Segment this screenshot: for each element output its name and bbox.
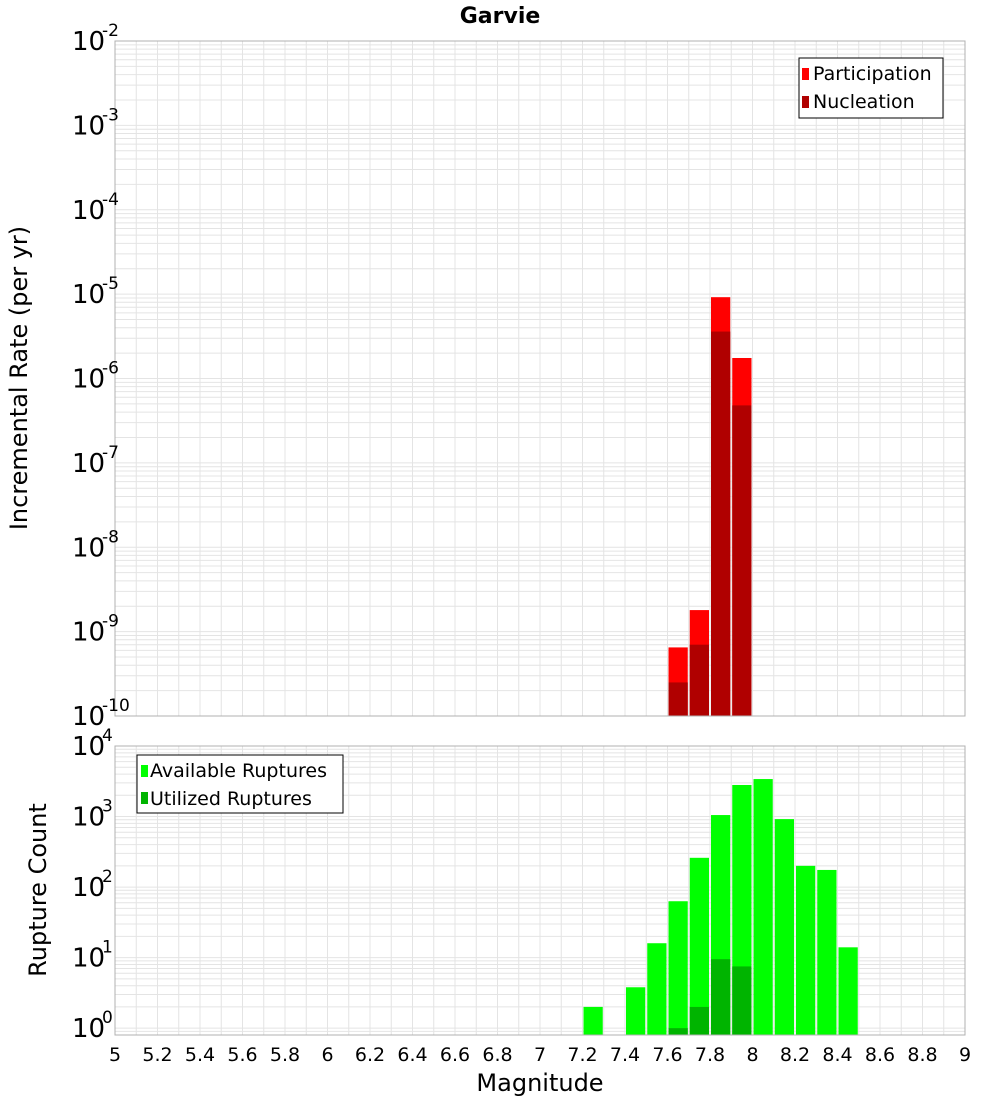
y-tick-base: 10 [72,732,105,762]
x-tick-label: 8.4 [822,1044,852,1066]
nucleation-legend-swatch [802,96,809,108]
x-tick-label: 6.6 [440,1044,470,1066]
rate-grid [114,41,966,717]
y-tick-base: 10 [72,449,105,479]
y-tick-exponent: -8 [102,527,119,547]
bar-available-ruptures [817,869,837,1035]
count-y-axis-label: Rupture Count [24,803,52,977]
y-tick-exponent: 0 [102,1008,113,1028]
y-tick-exponent: -5 [102,274,119,294]
x-tick-label: 6.8 [482,1044,512,1066]
y-tick-base: 10 [72,533,105,563]
y-tick-exponent: -10 [102,696,130,716]
bar-nucleation [668,682,688,716]
bar-available-ruptures [753,779,773,1035]
x-tick-label: 8.2 [780,1044,810,1066]
rate-bars [668,297,752,716]
count-legend: Available Ruptures Utilized Ruptures [136,754,344,814]
count-legend-box [136,754,344,814]
x-tick-label: 5.8 [270,1044,300,1066]
y-tick-exponent: -9 [102,612,119,632]
chart-title: Garvie [460,4,541,29]
x-tick-label: 7.8 [695,1044,725,1066]
y-tick-exponent: -6 [102,359,119,379]
count-bars [583,779,858,1035]
available-legend-swatch [141,765,148,777]
count-plot-frame [114,745,966,1036]
utilized-legend-label: Utilized Ruptures [150,788,312,810]
bar-utilized-ruptures [689,1006,709,1035]
available-legend-label: Available Ruptures [150,760,327,782]
x-tick-label: 8 [746,1044,758,1066]
x-tick-label: 7.6 [652,1044,682,1066]
x-tick-label: 7.2 [567,1044,597,1066]
y-tick-exponent: 1 [102,938,113,958]
x-tick-label: 7 [534,1044,546,1066]
bar-available-ruptures [689,857,709,1035]
magnitude-x-tick-labels: 5 5.2 5.4 5.6 5.8 6 6.2 6.4 6.6 6.8 7 7.2 7.4 7.6 7.8 8… [109,1044,971,1066]
participation-legend-label: Participation [813,63,932,85]
x-tick-label: 5 [109,1044,121,1066]
y-tick-base: 10 [72,27,105,57]
x-tick-label: 9 [959,1044,971,1066]
bar-available-ruptures [796,865,816,1035]
x-tick-label: 7.4 [610,1044,640,1066]
y-tick-base: 10 [72,196,105,226]
rate-y-axis-label: Incremental Rate (per yr) [5,226,33,530]
y-tick-base: 10 [72,702,105,732]
y-tick-base: 10 [72,873,105,903]
x-tick-label: 5.6 [227,1044,257,1066]
y-tick-exponent: 2 [102,867,113,887]
bar-utilized-ruptures [711,959,731,1035]
y-tick-exponent: 4 [102,726,113,746]
y-tick-exponent: -2 [102,21,119,41]
y-tick-exponent: -7 [102,443,119,463]
y-tick-exponent: 3 [102,797,113,817]
bar-utilized-ruptures [668,1028,688,1035]
bar-nucleation [732,405,752,716]
bar-available-ruptures [838,947,858,1035]
x-axis-label: Magnitude [476,1069,603,1097]
nucleation-legend-label: Nucleation [813,91,915,113]
x-tick-label: 5.2 [142,1044,172,1066]
participation-legend-swatch [802,68,809,80]
rate-legend: Participation Nucleation [798,57,944,119]
y-tick-base: 10 [72,618,105,648]
x-tick-label: 8.8 [907,1044,937,1066]
y-tick-base: 10 [72,280,105,310]
bar-nucleation [711,331,731,716]
y-tick-base: 10 [72,944,105,974]
x-tick-label: 6.4 [397,1044,427,1066]
bar-available-ruptures [647,943,667,1035]
rate-plot-frame [114,40,966,717]
y-tick-exponent: -4 [102,190,119,210]
x-tick-label: 5.4 [185,1044,215,1066]
bar-available-ruptures [583,1006,603,1035]
x-tick-label: 6 [321,1044,333,1066]
rate-legend-box [798,57,944,119]
x-tick-label: 6.2 [355,1044,385,1066]
utilized-legend-swatch [141,792,148,804]
bar-available-ruptures [626,987,646,1035]
y-tick-base: 10 [72,111,105,141]
bar-available-ruptures [774,819,794,1035]
y-tick-base: 10 [72,803,105,833]
y-tick-base: 10 [72,1014,105,1044]
y-tick-exponent: -3 [102,105,119,125]
bar-nucleation [689,644,709,716]
x-tick-label: 8.6 [865,1044,895,1066]
bar-available-ruptures [668,901,688,1035]
bar-utilized-ruptures [732,966,752,1035]
y-tick-base: 10 [72,365,105,395]
